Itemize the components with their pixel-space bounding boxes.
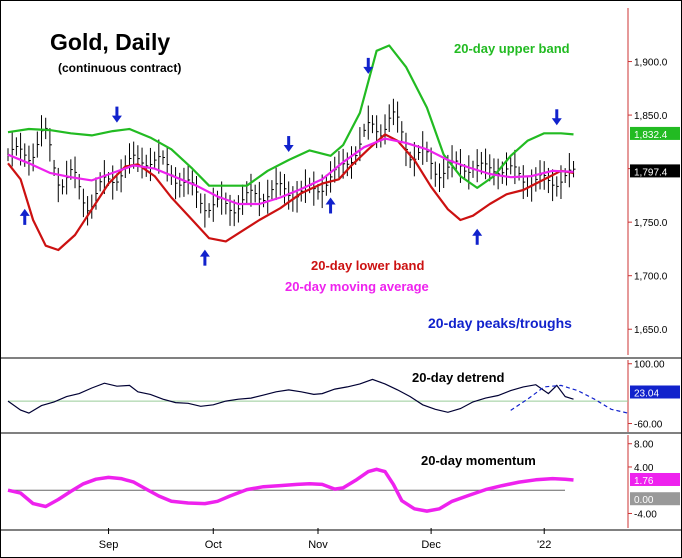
arrow-head <box>472 228 483 236</box>
arrow-head <box>283 145 294 153</box>
arrow-head <box>199 249 210 257</box>
trough-arrow-icon <box>19 208 30 225</box>
peaks-troughs-label: 20-day peaks/troughs <box>428 315 572 331</box>
detrend-y-tick-label: 100.00 <box>634 360 665 371</box>
arrow-head <box>325 197 336 205</box>
arrow-head <box>111 115 122 123</box>
price-y-tick-label: 1,900.0 <box>634 58 668 69</box>
peak-arrow-icon <box>111 106 122 123</box>
detrend-label: 20-day detrend <box>412 370 505 385</box>
momentum-value-label-box <box>630 472 680 486</box>
x-tick-label: Nov <box>308 539 328 551</box>
detrend-line <box>7 378 574 414</box>
detrend-y-tick-label: -60.00 <box>634 420 663 431</box>
detrend-y-ticks: 100.00 -60.00 23.04 <box>628 360 680 431</box>
momentum-series <box>7 467 574 513</box>
close-value-label-box <box>630 164 680 178</box>
peak-arrow-icon <box>283 136 294 153</box>
chart-subtitle: (continuous contract) <box>58 61 181 75</box>
lower-band-label: 20-day lower band <box>311 258 424 273</box>
momentum-panel: 8.00 4.00 -4.00 1.76 0.00 20-day momentum <box>7 435 680 528</box>
momentum-label: 20-day momentum <box>421 453 536 468</box>
price-y-tick-label: 1,650.0 <box>634 325 668 336</box>
detrend-series <box>7 378 629 414</box>
arrow-head <box>363 66 374 74</box>
momentum-zero-value-label-box <box>630 492 680 506</box>
momentum-y-tick-label: 4.00 <box>634 463 654 474</box>
trough-arrow-icon <box>325 197 336 214</box>
detrend-value-label: 23.04 <box>634 388 659 399</box>
x-tick-label: Oct <box>205 539 222 551</box>
trough-arrow-icon <box>472 228 483 245</box>
momentum-zero-value-label: 0.00 <box>634 495 654 506</box>
chart-title: Gold, Daily <box>50 29 170 55</box>
momentum-y-tick-label: 8.00 <box>634 440 654 451</box>
peak-trough-markers <box>19 57 562 266</box>
peak-arrow-icon <box>551 109 562 126</box>
arrow-head <box>551 118 562 126</box>
upper-band-label: 20-day upper band <box>454 41 570 56</box>
moving-average-label: 20-day moving average <box>285 279 429 294</box>
upper-band-value-label-box <box>630 126 680 140</box>
upper-band-value-label: 1,832.4 <box>634 130 668 141</box>
momentum-y-ticks: 8.00 4.00 -4.00 1.76 0.00 <box>628 440 680 520</box>
close-value-label: 1,797.4 <box>634 167 668 178</box>
momentum-y-tick-label: -4.00 <box>634 509 657 520</box>
x-tick-label: Dec <box>421 539 441 551</box>
detrend-panel: 100.00 -60.00 23.04 20-day detrend <box>7 360 680 432</box>
x-axis: Sep Oct Nov Dec '22 <box>99 528 551 551</box>
trough-arrow-icon <box>199 249 210 266</box>
detrend-value-label-box <box>630 385 680 399</box>
upper-band-line <box>7 44 574 189</box>
moving-average-line <box>7 137 574 206</box>
momentum-value-label: 1.76 <box>634 476 654 487</box>
price-series <box>7 44 576 252</box>
price-y-tick-label: 1,750.0 <box>634 218 668 229</box>
arrow-head <box>19 208 30 216</box>
x-tick-label: '22 <box>537 539 551 551</box>
price-y-tick-label: 1,850.0 <box>634 111 668 122</box>
lower-band-line <box>7 133 574 252</box>
price-panel: 1,900.01,850.01,800.01,750.01,700.01,650… <box>7 8 680 355</box>
price-y-tick-label: 1,700.0 <box>634 272 668 283</box>
price-y-ticks: 1,900.01,850.01,800.01,750.01,700.01,650… <box>628 58 680 336</box>
detrend-projection-line <box>510 384 629 414</box>
momentum-line <box>7 467 574 513</box>
peak-arrow-icon <box>363 57 374 74</box>
x-tick-label: Sep <box>99 539 119 551</box>
